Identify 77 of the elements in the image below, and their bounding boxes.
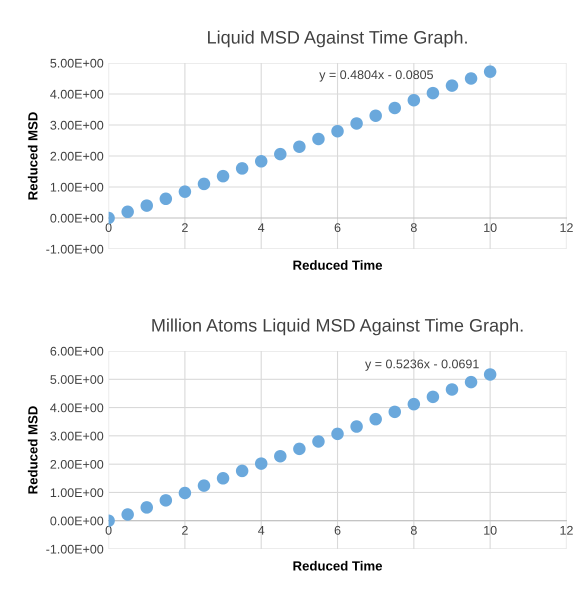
point	[198, 479, 210, 492]
point	[178, 486, 192, 500]
point	[369, 412, 382, 426]
point	[160, 192, 172, 206]
y-tick-label: 2.00E+00	[50, 152, 104, 161]
point	[121, 508, 134, 521]
x-tick-label: 12	[560, 223, 573, 232]
point	[446, 383, 458, 396]
point	[140, 501, 153, 514]
point	[160, 494, 172, 507]
annotation: y = 0.5236x - 0.0691	[365, 359, 479, 371]
y-tick-label: -1.00E+00	[46, 544, 104, 554]
point	[274, 450, 287, 462]
point	[331, 428, 344, 440]
point	[408, 94, 420, 106]
point	[254, 155, 268, 168]
point	[274, 148, 287, 160]
point	[331, 124, 344, 138]
point	[408, 398, 420, 410]
x-axis-title: Reduced Time	[293, 260, 382, 270]
point	[426, 86, 440, 100]
point	[388, 102, 402, 114]
x-tick-label: 0	[106, 526, 112, 535]
point	[254, 457, 268, 470]
y-tick-label: 2.00E+00	[50, 460, 104, 469]
point	[426, 390, 440, 404]
x-tick-label: 8	[410, 526, 417, 535]
point	[484, 65, 496, 78]
point	[464, 376, 478, 388]
y-tick-label: 1.00E+00	[50, 182, 104, 192]
x-tick-label: 2	[182, 526, 188, 535]
point	[350, 420, 363, 433]
point	[464, 72, 478, 85]
point	[446, 79, 458, 92]
point	[216, 170, 230, 182]
point	[293, 140, 306, 153]
point	[178, 185, 192, 198]
x-tick-label: 10	[484, 526, 497, 535]
y-tick-label: 0.00E+00	[50, 516, 104, 526]
point	[140, 199, 153, 212]
point	[312, 435, 325, 448]
point	[312, 132, 325, 146]
x-tick-label: 12	[560, 526, 573, 535]
y-axis-title: Reduced MSD	[28, 406, 38, 494]
point	[121, 206, 134, 218]
x-tick-label: 0	[106, 223, 112, 232]
x-tick-label: 2	[182, 223, 188, 232]
y-tick-label: 4.00E+00	[50, 90, 104, 99]
point	[236, 162, 248, 175]
y-axis-title: Reduced MSD	[28, 112, 38, 200]
point	[198, 178, 210, 190]
y-tick-label: 4.00E+00	[50, 403, 104, 412]
chart-title: Million Atoms Liquid MSD Against Time Graph.	[152, 318, 523, 336]
x-tick-label: 6	[334, 223, 340, 232]
point	[484, 368, 496, 381]
point	[293, 442, 306, 456]
x-tick-label: 6	[334, 526, 340, 535]
y-tick-label: 1.00E+00	[50, 488, 104, 498]
y-tick-label: 3.00E+00	[50, 432, 104, 441]
point	[369, 109, 382, 122]
point	[216, 472, 230, 485]
x-tick-label: 4	[258, 526, 264, 535]
x-tick-label: 8	[410, 223, 417, 232]
x-tick-label: 10	[484, 223, 497, 232]
point	[350, 117, 363, 130]
point	[388, 406, 402, 418]
x-tick-label: 4	[258, 223, 264, 232]
point	[236, 464, 248, 478]
chart-title: Liquid MSD Against Time Graph.	[208, 30, 467, 48]
y-tick-label: 0.00E+00	[50, 214, 104, 223]
y-tick-label: -1.00E+00	[46, 244, 104, 254]
annotation: y = 0.4804x - 0.0805	[319, 70, 434, 82]
y-tick-label: 5.00E+00	[50, 375, 104, 384]
y-tick-label: 6.00E+00	[50, 346, 104, 356]
y-tick-label: 3.00E+00	[50, 120, 104, 130]
x-axis-title: Reduced Time	[293, 560, 382, 571]
y-tick-label: 5.00E+00	[50, 58, 104, 68]
